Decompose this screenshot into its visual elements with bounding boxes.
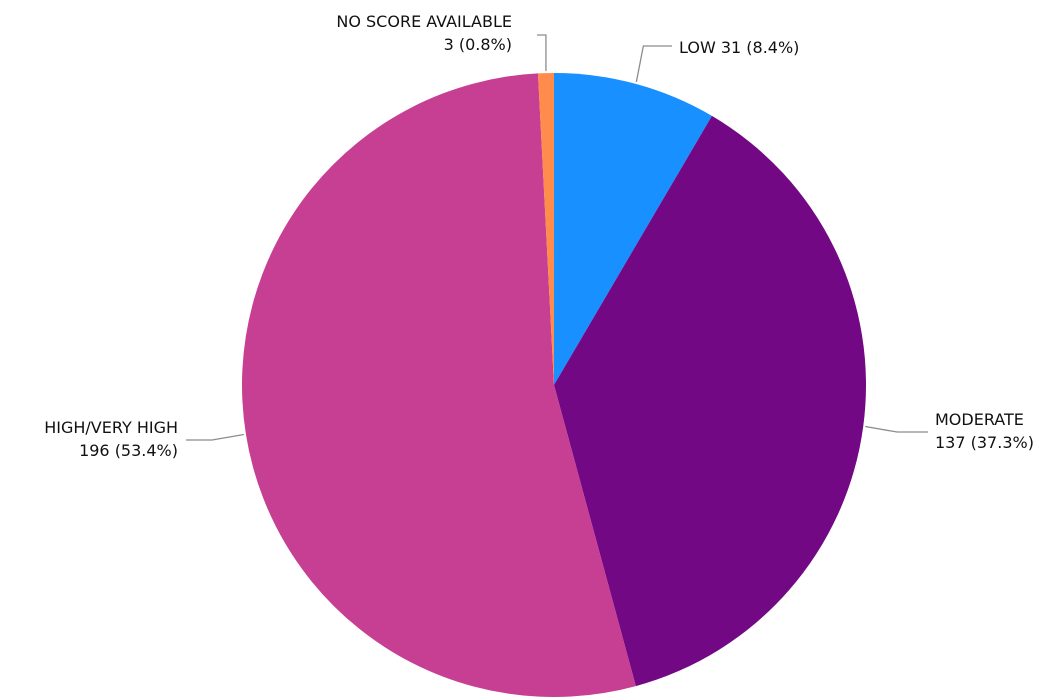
slice-label-high-very-high-value: 196 (53.4%) bbox=[79, 441, 178, 460]
slice-label-moderate-value: 137 (37.3%) bbox=[935, 433, 1034, 452]
slice-label-high-very-high: HIGH/VERY HIGH bbox=[44, 418, 178, 437]
leader-line-high-very-high bbox=[186, 433, 245, 441]
slice-label-no-score-available-value: 3 (0.8%) bbox=[444, 35, 512, 54]
slice-labels: LOW 31 (8.4%) MODERATE 137 (37.3%) HIGH/VER… bbox=[44, 12, 1034, 460]
pie-slice-no-score-available bbox=[537, 73, 554, 385]
pie-slice-high-very-high bbox=[242, 73, 636, 697]
slice-label-low: LOW 31 (8.4%) bbox=[679, 38, 799, 57]
pie-slices bbox=[242, 73, 867, 697]
pie-slice-moderate bbox=[554, 115, 867, 687]
leader-line-no-score-available bbox=[537, 34, 547, 72]
leader-line-moderate bbox=[865, 425, 928, 433]
pie-slice-low bbox=[554, 73, 712, 385]
leader-line-low bbox=[635, 45, 672, 83]
leader-lines bbox=[186, 34, 928, 441]
slice-label-no-score-available: NO SCORE AVAILABLE bbox=[336, 12, 512, 31]
slice-label-moderate: MODERATE bbox=[935, 410, 1024, 429]
